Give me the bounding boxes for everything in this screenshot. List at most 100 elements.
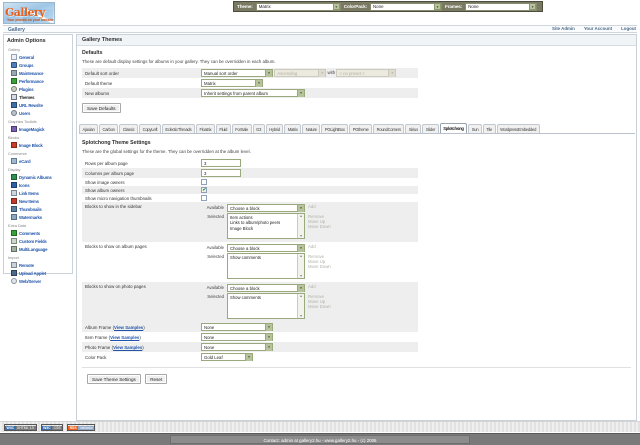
- gallery-logo[interactable]: Gallery Your photos on your website: [3, 2, 55, 24]
- view-samples-link[interactable]: View Samples: [110, 334, 140, 340]
- tab-sun[interactable]: Sun: [468, 124, 482, 133]
- sidebar-item-web-server[interactable]: Web/Server: [7, 277, 70, 285]
- sidebar-item-link-items[interactable]: Link Items: [7, 189, 70, 197]
- sidebar-item-groups[interactable]: Groups: [7, 61, 70, 69]
- tab-g3[interactable]: G3: [252, 124, 265, 133]
- chevron-down-icon[interactable]: ▾: [332, 3, 340, 10]
- view-samples-link[interactable]: View Samples: [114, 324, 144, 330]
- view-samples-link[interactable]: View Samples: [113, 344, 143, 350]
- cols-per-page-input[interactable]: 3: [201, 169, 241, 177]
- sidebar-item-plugins[interactable]: Plugins: [7, 85, 70, 93]
- move-down-button[interactable]: Move Down: [308, 304, 331, 309]
- validator-badge[interactable]: W3C XHTML 1.0: [4, 424, 37, 431]
- sidebar-item-themes[interactable]: Themes: [7, 93, 70, 101]
- sidebar-item-new-items[interactable]: New Items: [7, 197, 70, 205]
- tab-tile[interactable]: Tile: [482, 124, 496, 133]
- sidebar-item-remote[interactable]: Remote: [7, 261, 70, 269]
- sidebar-item-dynamic-albums[interactable]: Dynamic Albums: [7, 173, 70, 181]
- chevron-down-icon[interactable]: ▾: [245, 353, 252, 361]
- move-up-button[interactable]: Move Up: [308, 219, 326, 224]
- list-item[interactable]: Show comments: [230, 295, 261, 300]
- sidebar-item-thumbnails[interactable]: Thumbnails: [7, 205, 70, 213]
- tab-hybrid[interactable]: Hybrid: [265, 124, 284, 133]
- chevron-down-icon[interactable]: ▾: [529, 3, 537, 10]
- chevron-down-icon[interactable]: ▾: [318, 69, 326, 77]
- save-defaults-button[interactable]: Save Defaults: [82, 103, 121, 113]
- selected-blocks-listbox[interactable]: Item actions Links to album/photo peers Im…: [227, 213, 305, 239]
- tab-sirius[interactable]: Sirius: [405, 124, 422, 133]
- tab-matrix[interactable]: Matrix: [284, 124, 302, 133]
- list-item[interactable]: Item actions: [230, 215, 253, 220]
- list-item[interactable]: Links to album/photo peers: [230, 220, 281, 226]
- chevron-down-icon[interactable]: ▾: [434, 3, 442, 10]
- sidebar-item-ecard[interactable]: eCard: [7, 157, 70, 165]
- tab-ajaxian[interactable]: Ajaxian: [79, 124, 99, 133]
- remove-block-button[interactable]: Remove: [308, 294, 325, 299]
- remove-block-button[interactable]: Remove: [308, 254, 325, 259]
- available-block-select[interactable]: Choose a block ▾: [227, 284, 305, 292]
- chevron-down-icon[interactable]: ▾: [265, 343, 272, 351]
- sidebar-item-imagemagick[interactable]: ImageMagick: [7, 125, 70, 133]
- sidebar-item-icons[interactable]: Icons: [7, 181, 70, 189]
- show-image-owners-checkbox[interactable]: [201, 179, 207, 185]
- preset-select[interactable]: < no preset > ▾: [336, 69, 397, 77]
- chevron-down-icon[interactable]: ▾: [265, 69, 272, 77]
- rows-per-page-input[interactable]: 3: [201, 159, 241, 167]
- add-block-button[interactable]: Add: [308, 204, 316, 209]
- sort-direction-select[interactable]: Ascending ▾: [274, 69, 327, 77]
- tab-forsale[interactable]: ForSale: [231, 124, 252, 133]
- chevron-down-icon[interactable]: ▾: [297, 244, 304, 252]
- tab-roundcorners[interactable]: RoundCorners: [373, 124, 405, 133]
- add-block-button[interactable]: Add: [308, 244, 316, 249]
- tab-wordpressembedded[interactable]: WordpressEmbedded: [496, 124, 540, 133]
- chevron-down-icon[interactable]: ▾: [297, 89, 304, 97]
- default-theme-select[interactable]: Matrix ▾: [201, 79, 263, 87]
- toolbar-frames-select[interactable]: None ▾: [465, 2, 538, 11]
- tab-eclecticthreads[interactable]: EclecticThreads: [161, 124, 195, 133]
- sidebar-item-performance[interactable]: Performance: [7, 77, 70, 85]
- selected-blocks-listbox[interactable]: Show comments ▲ ▼: [227, 293, 305, 319]
- show-album-owners-checkbox[interactable]: [201, 187, 207, 193]
- chevron-down-icon[interactable]: ▾: [265, 333, 272, 341]
- sidebar-item-image-block[interactable]: Image Block: [7, 141, 70, 149]
- color-pack-select[interactable]: Gold Leaf ▾: [201, 353, 253, 361]
- chevron-down-icon[interactable]: ▾: [297, 204, 304, 212]
- tab-copyleft[interactable]: CopyLeft: [139, 124, 161, 133]
- chevron-down-icon[interactable]: ▾: [388, 69, 396, 77]
- list-item[interactable]: Show comments: [230, 255, 261, 260]
- frame-select[interactable]: None ▾: [201, 333, 273, 341]
- tab-pgtheme[interactable]: PGtheme: [349, 124, 373, 133]
- sidebar-item-watermarks[interactable]: Watermarks: [7, 213, 70, 221]
- sidebar-item-custom-fields[interactable]: Custom Fields: [7, 237, 70, 245]
- chevron-down-icon[interactable]: ▾: [265, 323, 272, 331]
- sidebar-item-users[interactable]: Users: [7, 109, 70, 117]
- move-down-button[interactable]: Move Down: [308, 264, 331, 269]
- tab-fluid[interactable]: Fluid: [215, 124, 231, 133]
- tab-classic[interactable]: Classic: [119, 124, 139, 133]
- listbox-scrollbar[interactable]: ▲ ▼: [297, 254, 304, 278]
- move-up-button[interactable]: Move Up: [308, 299, 326, 304]
- sort-order-select[interactable]: Manual sort order ▾: [201, 69, 273, 77]
- tab-pglightbox[interactable]: PGLightBox: [321, 124, 349, 133]
- tab-carbon[interactable]: Carbon: [99, 124, 119, 133]
- tab-splotchong[interactable]: Splotchong: [439, 123, 468, 133]
- listbox-scrollbar[interactable]: ▲ ▼: [297, 214, 304, 238]
- sidebar-item-url-rewrite[interactable]: URL Rewrite: [7, 101, 70, 109]
- link-logout[interactable]: Logout: [621, 26, 636, 31]
- sidebar-item-maintenance[interactable]: Maintenance: [7, 69, 70, 77]
- frame-select[interactable]: None ▾: [201, 323, 273, 331]
- sidebar-item-upload-applet[interactable]: Upload Applet: [7, 269, 70, 277]
- sidebar-item-comments[interactable]: Comments: [7, 229, 70, 237]
- tab-slider[interactable]: Slider: [422, 124, 439, 133]
- frame-select[interactable]: None ▾: [201, 343, 273, 351]
- tab-nature[interactable]: Nature: [302, 124, 321, 133]
- validator-badge[interactable]: RSS Validator: [67, 424, 96, 431]
- breadcrumb[interactable]: Gallery: [3, 25, 637, 33]
- tab-floatrix[interactable]: Floatrix: [195, 124, 215, 133]
- sidebar-item-general[interactable]: General: [7, 53, 70, 61]
- list-item[interactable]: Image Block: [230, 225, 254, 231]
- toolbar-theme-select[interactable]: Matrix ▾: [255, 2, 341, 11]
- available-block-select[interactable]: Choose a block ▾: [227, 204, 305, 212]
- sidebar-item-multilanguage[interactable]: MultiLanguage: [7, 245, 70, 253]
- new-albums-select[interactable]: Inherit settings from parent album ▾: [201, 89, 305, 97]
